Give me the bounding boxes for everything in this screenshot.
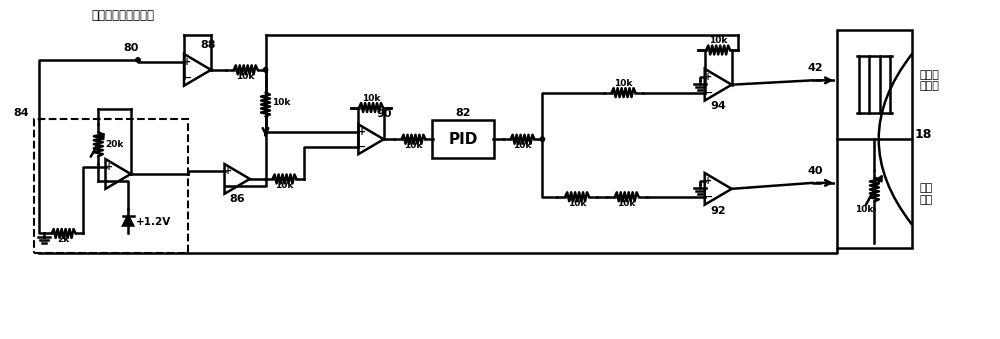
Text: 热敏
电阻: 热敏 电阻 [920, 183, 933, 205]
Text: 86: 86 [229, 194, 245, 204]
Text: PID: PID [448, 132, 478, 147]
Text: 10k: 10k [362, 94, 380, 103]
Text: −: − [183, 73, 192, 83]
Text: +: + [358, 127, 366, 137]
Text: 20k: 20k [105, 140, 124, 149]
Text: 10k: 10k [404, 141, 423, 150]
Text: −: − [104, 176, 114, 186]
Text: 92: 92 [710, 206, 726, 216]
Text: +: + [224, 166, 232, 177]
Text: 10k: 10k [275, 181, 294, 190]
Text: 10k: 10k [513, 141, 532, 150]
Text: 18: 18 [915, 128, 932, 141]
Text: 10k: 10k [614, 79, 633, 88]
Text: −: − [357, 142, 367, 152]
Text: 10k: 10k [272, 98, 291, 106]
Text: 82: 82 [455, 108, 471, 118]
Text: −: − [223, 181, 233, 191]
Text: 2k: 2k [57, 235, 70, 244]
Circle shape [136, 58, 140, 62]
Text: 10k: 10k [568, 199, 586, 208]
Text: 88: 88 [200, 40, 216, 50]
Text: +: + [183, 57, 192, 67]
Text: 80: 80 [123, 43, 138, 53]
Text: +: + [105, 161, 113, 172]
Text: 10k: 10k [618, 199, 636, 208]
Polygon shape [123, 216, 133, 225]
Text: 10k: 10k [855, 205, 874, 214]
Text: 10k: 10k [709, 36, 727, 45]
Circle shape [540, 137, 545, 141]
Text: +: + [704, 176, 712, 186]
Text: −: − [703, 192, 713, 202]
Text: +: + [704, 72, 712, 82]
Text: 40: 40 [807, 166, 823, 176]
Circle shape [263, 68, 268, 72]
Text: 非线性晶体温度设定: 非线性晶体温度设定 [92, 9, 155, 22]
Text: 10k: 10k [237, 72, 255, 81]
Text: 94: 94 [710, 101, 726, 112]
Text: 半导体
制冷片: 半导体 制冷片 [920, 69, 939, 91]
Text: 84: 84 [13, 108, 29, 118]
Text: +1.2V: +1.2V [136, 217, 171, 226]
Text: 90: 90 [376, 109, 392, 119]
Text: 42: 42 [807, 63, 823, 74]
Text: −: − [703, 88, 713, 98]
